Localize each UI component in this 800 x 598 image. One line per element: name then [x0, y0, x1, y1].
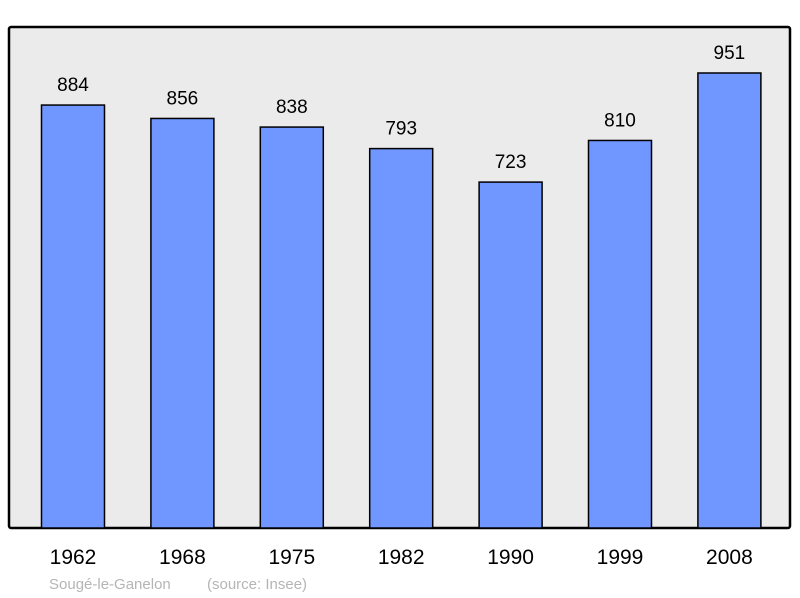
- footer-source: (source: Insee): [207, 576, 307, 593]
- data-label-1990: 723: [495, 152, 527, 173]
- x-tick-label: 1962: [50, 546, 97, 569]
- data-label-1962: 884: [57, 75, 89, 96]
- bar-1968: [150, 117, 215, 529]
- x-tick-label: 1982: [378, 546, 425, 569]
- bar-1962: [40, 104, 106, 529]
- footer-place: Sougé-le-Ganelon: [49, 576, 171, 593]
- bar-2008: [697, 72, 762, 529]
- x-tick-label: 2008: [706, 546, 753, 569]
- bar-1975: [259, 126, 325, 529]
- data-label-2008: 951: [714, 43, 746, 64]
- data-label-1968: 856: [167, 88, 199, 109]
- x-tick-label: 1990: [487, 546, 534, 569]
- bar-1999: [587, 139, 653, 529]
- data-label-1982: 793: [385, 119, 417, 140]
- x-tick-label: 1975: [268, 546, 315, 569]
- bar-1982: [368, 147, 434, 529]
- data-label-1975: 838: [276, 97, 308, 118]
- x-tick-label: 1968: [159, 546, 206, 569]
- bar-1990: [478, 181, 543, 529]
- x-tick-label: 1999: [597, 546, 644, 569]
- data-label-1999: 810: [604, 110, 636, 131]
